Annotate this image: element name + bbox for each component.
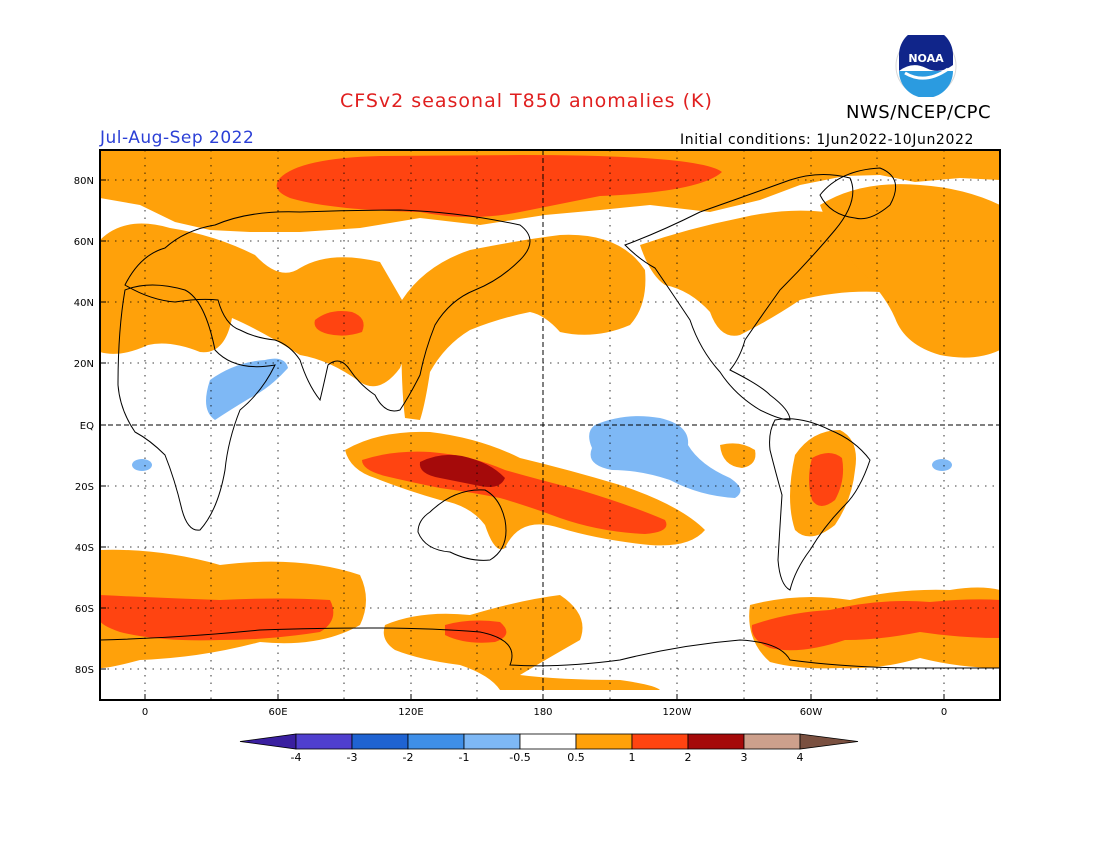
legend-color-box — [575, 733, 633, 750]
legend-color-box — [295, 733, 353, 750]
anomaly-fields — [100, 150, 1000, 690]
latitude-tick-label: 80N — [74, 176, 94, 187]
anomaly-warm-southern-ocean-pacific — [383, 595, 660, 690]
legend-color-box — [407, 733, 465, 750]
legend-arrow-right — [799, 733, 859, 750]
longitude-tick-label: 0 — [142, 707, 148, 718]
anomaly-warm-north-atlantic — [820, 184, 1000, 358]
coastline-eurasia — [124, 209, 531, 412]
map-gridlines — [100, 150, 1000, 700]
longitude-tick-label: 60W — [800, 707, 823, 718]
legend-tick-label: 1 — [629, 751, 636, 764]
coastline-greenland — [819, 167, 897, 220]
anomaly-warm-europe-asia — [100, 223, 409, 387]
latitude-tick-label: 40N — [74, 298, 94, 309]
latitude-axis: 80N 60N 40N 20N EQ 20S 40S 60S 80S — [74, 176, 106, 676]
color-legend: -4 -3 -2 -1 -0.5 0.5 1 2 3 4 — [239, 733, 859, 764]
latitude-tick-label: 80S — [75, 665, 94, 676]
legend-tick-label: 0.5 — [567, 751, 585, 764]
season-label: Jul-Aug-Sep 2022 — [100, 128, 255, 148]
anomaly-warm-southern-ocean-east-core — [751, 599, 1000, 651]
longitude-tick-label: 120E — [398, 707, 423, 718]
anomaly-warm-southern-ocean-west-core — [100, 595, 334, 641]
anomaly-warm-south-america-core — [809, 453, 844, 506]
legend-tick-label: -4 — [291, 751, 302, 764]
anomaly-warm-arctic-core — [276, 155, 722, 217]
legend-tick-label: 4 — [797, 751, 804, 764]
initial-conditions-label: Initial conditions: 1Jun2022-10Jun2022 — [680, 132, 974, 148]
legend-tick-label: -0.5 — [509, 751, 530, 764]
latitude-tick-label: EQ — [80, 421, 94, 432]
longitude-tick-label: 60E — [268, 707, 287, 718]
legend-color-box — [463, 733, 521, 750]
coastline-africa — [117, 284, 276, 531]
legend-arrow-left — [239, 733, 297, 750]
latitude-tick-label: 60S — [75, 604, 94, 615]
legend-tick-label: -1 — [459, 751, 470, 764]
legend-tick-label: 2 — [685, 751, 692, 764]
anomaly-warm-eastern-pacific-small — [720, 443, 756, 468]
latitude-tick-label: 60N — [74, 237, 94, 248]
organization-label: NWS/NCEP/CPC — [846, 102, 992, 123]
legend-color-box — [743, 733, 801, 750]
coastline-australia — [417, 489, 507, 561]
anomaly-warm-western-pacific-core — [419, 454, 505, 487]
longitude-tick-label: 0 — [941, 707, 947, 718]
coastline-south-america — [769, 418, 871, 591]
anomaly-warm-east-asia-pacific — [401, 234, 646, 420]
latitude-tick-label: 40S — [75, 543, 94, 554]
anomaly-warm-tibet-core — [314, 311, 364, 336]
longitude-tick-label: 180 — [533, 707, 552, 718]
anomaly-cold-atlantic-small — [132, 459, 152, 471]
legend-tick-label: 3 — [741, 751, 748, 764]
legend-tick-label: -2 — [403, 751, 414, 764]
map-title: CFSv2 seasonal T850 anomalies (K) — [340, 90, 713, 112]
latitude-tick-label: 20S — [75, 482, 94, 493]
legend-color-box — [351, 733, 409, 750]
noaa-logo-text: NOAA — [908, 52, 944, 65]
anomaly-cold-atlantic-small-east — [932, 459, 952, 471]
legend-color-box — [519, 733, 577, 750]
legend-tick-label: -3 — [347, 751, 358, 764]
anomaly-cold-arabian-sea — [206, 358, 288, 420]
legend-color-box — [631, 733, 689, 750]
noaa-logo: NOAA — [895, 35, 957, 97]
legend-color-box — [687, 733, 745, 750]
anomaly-cold-central-pacific — [589, 416, 741, 498]
longitude-axis: 0 60E 120E 180 120W 60W 0 — [142, 694, 947, 718]
longitude-tick-label: 120W — [663, 707, 692, 718]
coastline-antarctica — [100, 627, 1000, 669]
latitude-tick-label: 20N — [74, 359, 94, 370]
coastlines — [100, 167, 1000, 669]
